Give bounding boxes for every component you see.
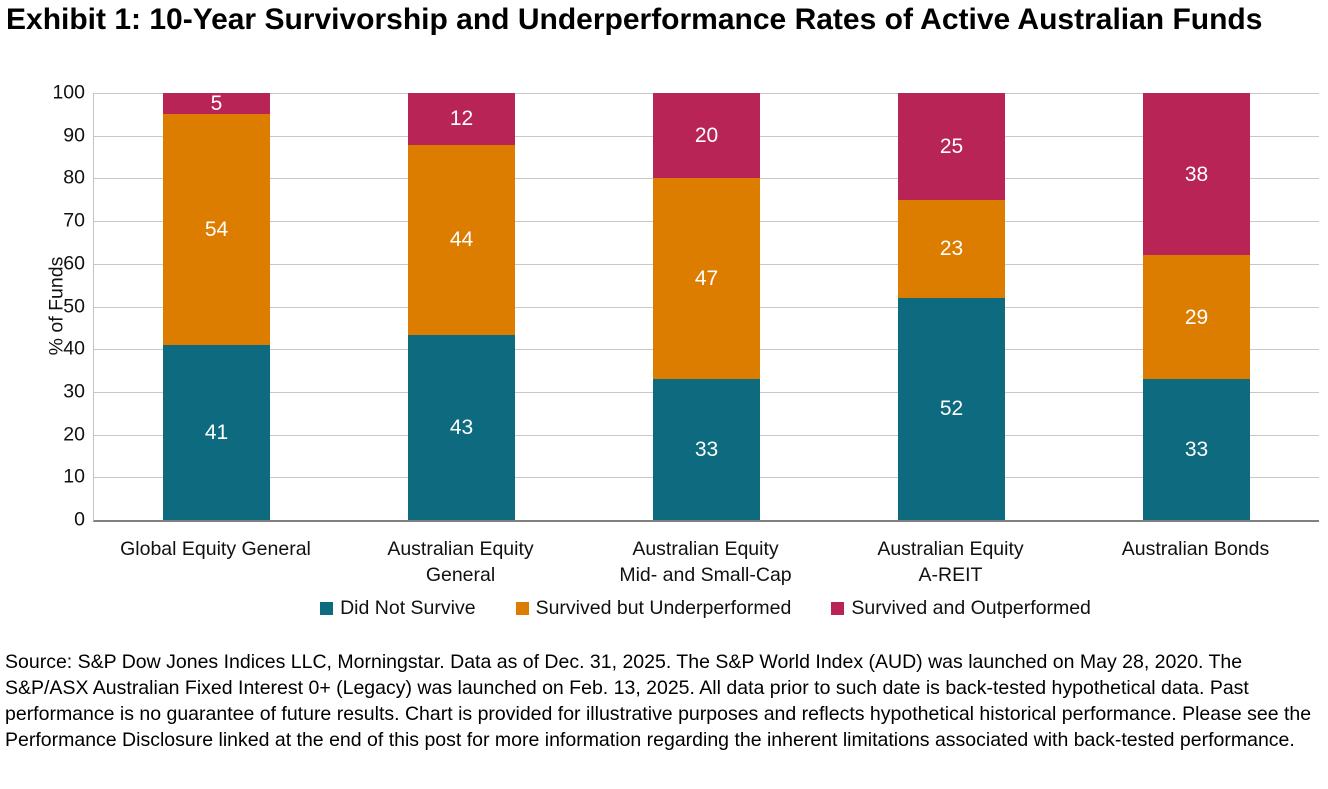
stacked-bar: 33 29 38 <box>1143 93 1250 520</box>
bar-segment-survived-and-outperformed: 20 <box>653 93 760 179</box>
y-tick-label: 60 <box>63 252 85 275</box>
bar-segment-survived-but-underperformed: 47 <box>653 178 760 380</box>
bar-group-australian-equity-general: 43 44 12 <box>339 93 584 520</box>
bar-segment-survived-and-outperformed: 38 <box>1143 93 1250 256</box>
bar-value-label: 43 <box>449 415 474 439</box>
legend-item-did-not-survive: Did Not Survive <box>320 597 476 620</box>
y-tick-label: 40 <box>63 337 85 360</box>
y-tick-label: 100 <box>52 81 85 104</box>
y-tick-label: 90 <box>63 124 85 147</box>
legend-label: Survived and Outperformed <box>851 597 1091 619</box>
y-tick-label: 10 <box>63 465 85 488</box>
stacked-bar: 43 44 12 <box>408 93 515 520</box>
bar-value-label: 54 <box>204 218 229 242</box>
y-tick-label: 20 <box>63 423 85 446</box>
chart-title: Exhibit 1: 10-Year Survivorship and Unde… <box>6 3 1263 36</box>
bar-segment-survived-and-outperformed: 5 <box>163 92 270 116</box>
y-tick-label: 80 <box>63 166 85 189</box>
plot-area: 41 54 5 43 44 12 33 47 20 52 23 25 33 29 38 <box>93 93 1319 522</box>
y-axis: 0 10 20 30 40 50 60 70 80 90 100 <box>0 82 85 531</box>
bar-value-label: 23 <box>939 237 964 261</box>
legend-swatch-icon <box>831 602 845 615</box>
bar-value-label: 47 <box>694 267 719 291</box>
bar-value-label: 20 <box>694 124 719 148</box>
bar-value-label: 33 <box>1184 438 1209 462</box>
x-axis-label-australian-equity-a-reit: Australian Equity A-REIT <box>877 538 1024 586</box>
bar-segment-survived-and-outperformed: 25 <box>898 93 1005 200</box>
x-axis-label-global-equity-general: Global Equity General <box>120 538 311 560</box>
legend-swatch-icon <box>320 602 334 615</box>
bar-segment-did-not-survive: 43 <box>408 334 515 520</box>
bar-value-label: 41 <box>204 420 229 444</box>
legend-label: Survived but Underperformed <box>535 597 792 619</box>
bar-segment-survived-but-underperformed: 29 <box>1143 255 1250 380</box>
x-axis-label-australian-equity-general: Australian Equity General <box>387 538 534 586</box>
bar-value-label: 52 <box>939 397 964 421</box>
bar-segment-survived-and-outperformed: 12 <box>408 93 515 145</box>
bar-value-label: 5 <box>210 92 223 116</box>
bar-segment-did-not-survive: 33 <box>653 379 760 520</box>
bar-segment-did-not-survive: 52 <box>898 297 1005 520</box>
legend-label: Did Not Survive <box>340 597 476 619</box>
bar-value-label: 29 <box>1184 305 1209 329</box>
bar-group-australian-equity-mid-and-small-cap: 33 47 20 <box>584 93 829 520</box>
bar-value-label: 38 <box>1184 162 1209 186</box>
stacked-bar: 52 23 25 <box>898 93 1005 520</box>
bar-group-australian-bonds: 33 29 38 <box>1074 93 1319 520</box>
bar-segment-survived-but-underperformed: 44 <box>408 144 515 335</box>
chart-legend: Did Not Survive Survived but Underperform… <box>93 597 1318 620</box>
bar-segment-did-not-survive: 41 <box>163 344 270 520</box>
source-note: Source: S&P Dow Jones Indices LLC, Morni… <box>5 651 1312 751</box>
bar-value-label: 12 <box>449 107 474 131</box>
stacked-bar: 41 54 5 <box>163 93 270 520</box>
x-axis-label-australian-bonds: Australian Bonds <box>1121 538 1270 560</box>
legend-item-survived-but-underperformed: Survived but Underperformed <box>515 597 792 620</box>
bar-segment-survived-but-underperformed: 23 <box>898 199 1005 298</box>
bar-value-label: 44 <box>449 228 474 252</box>
legend-item-survived-and-outperformed: Survived and Outperformed <box>831 597 1091 620</box>
legend-swatch-icon <box>515 602 529 615</box>
bar-value-label: 33 <box>694 438 719 462</box>
y-tick-label: 0 <box>74 508 85 531</box>
y-tick-label: 50 <box>63 295 85 317</box>
x-axis-label-australian-equity-mid-and-small-cap: Australian Equity Mid- and Small-Cap <box>619 538 792 586</box>
bar-value-label: 25 <box>939 134 964 158</box>
y-tick-label: 70 <box>63 209 85 232</box>
bar-group-global-equity-general: 41 54 5 <box>94 93 339 520</box>
stacked-bar: 33 47 20 <box>653 93 760 520</box>
bar-group-australian-equity-a-reit: 52 23 25 <box>829 93 1074 520</box>
bar-segment-survived-but-underperformed: 54 <box>163 114 270 345</box>
bar-segment-did-not-survive: 33 <box>1143 379 1250 520</box>
y-tick-label: 30 <box>63 380 85 403</box>
x-axis: Global Equity General Australian Equity G… <box>93 536 1318 588</box>
